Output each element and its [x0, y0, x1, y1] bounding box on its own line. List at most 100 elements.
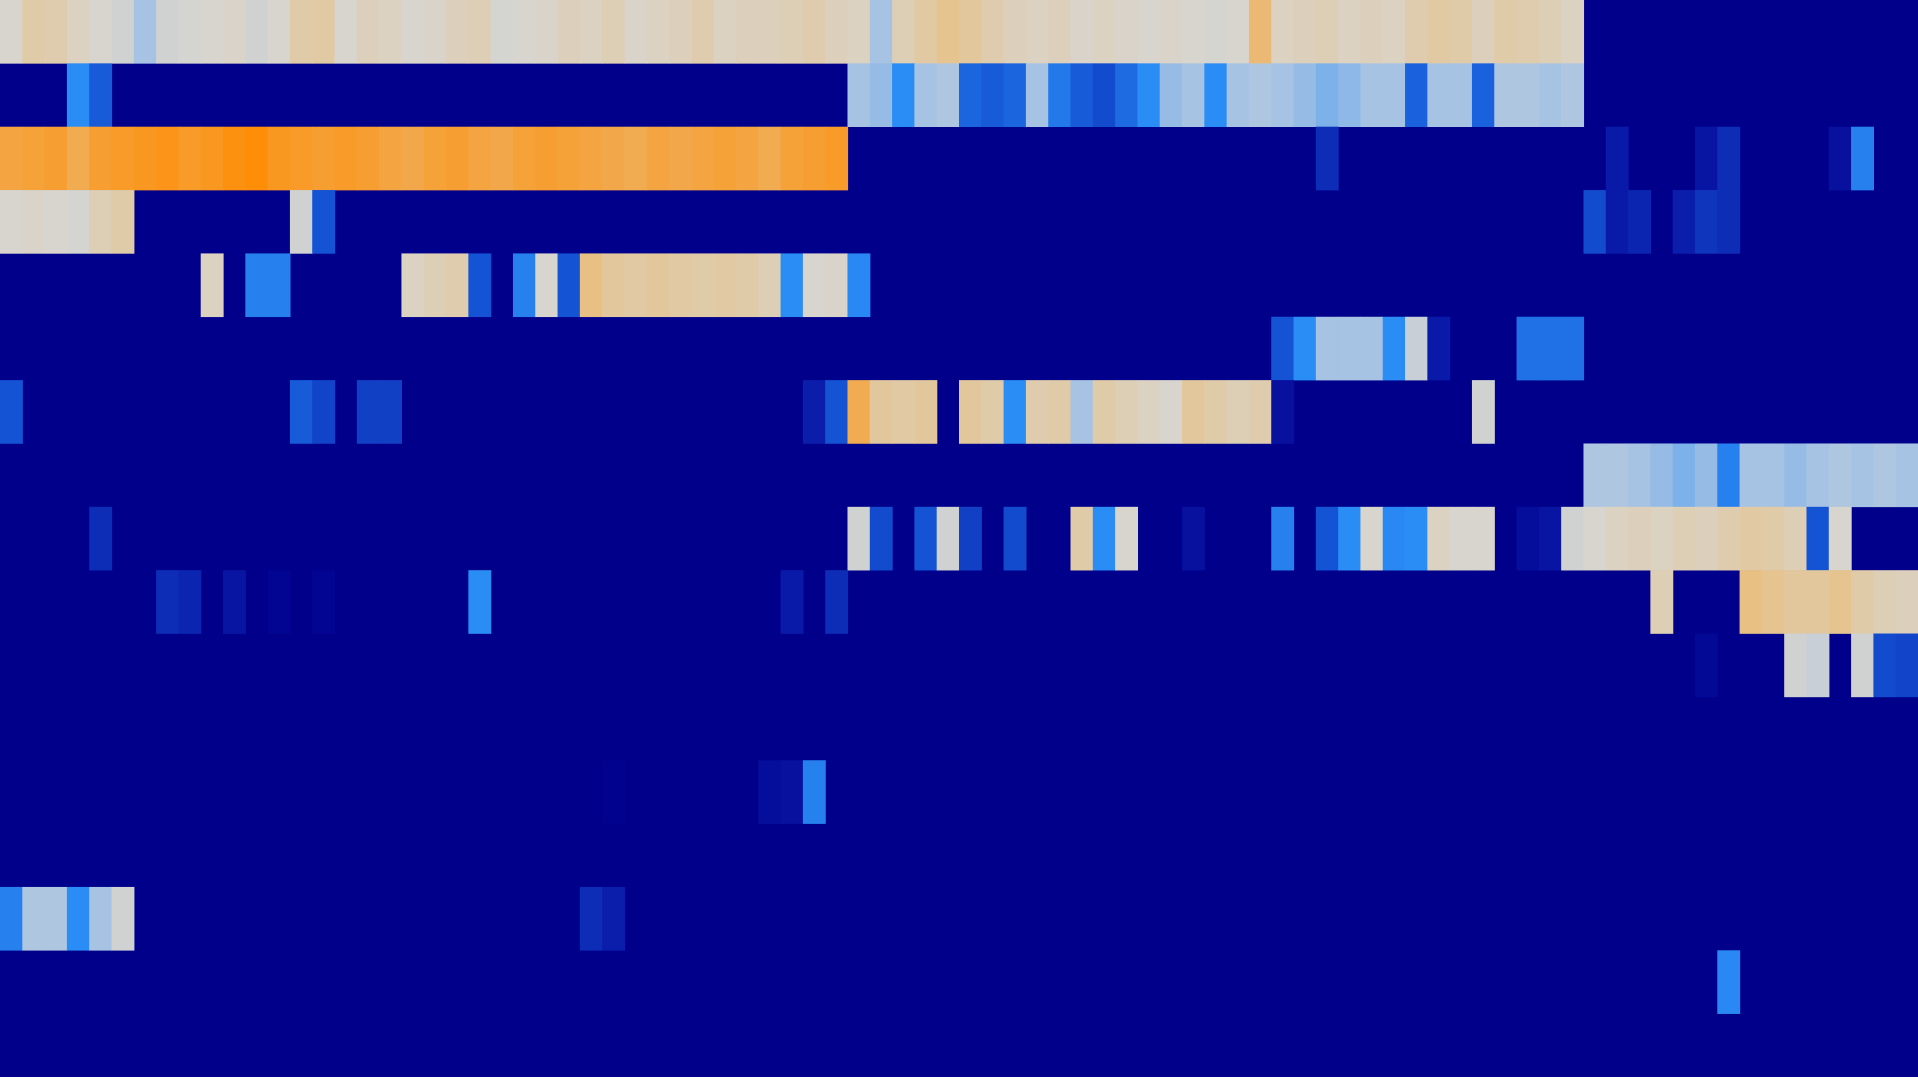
heatmap-cell [869, 380, 893, 444]
heatmap-cell [1025, 380, 1049, 444]
heatmap-cell [1003, 506, 1027, 571]
heatmap-cell [646, 0, 670, 64]
heatmap-cell [22, 886, 46, 951]
heatmap-cell [1561, 316, 1585, 381]
heatmap-cell [1717, 190, 1741, 254]
heatmap-cell [1405, 506, 1428, 571]
heatmap-cell [802, 760, 826, 824]
heatmap-cell [825, 253, 849, 318]
heatmap-cell [267, 570, 291, 634]
heatmap-cell [981, 380, 1005, 444]
heatmap-cell [1650, 506, 1674, 571]
heatmap-cell [1538, 316, 1562, 381]
heatmap-cell [178, 570, 202, 634]
heatmap-cell [1182, 63, 1205, 127]
heatmap-cell [1159, 380, 1183, 444]
heatmap-cell [1070, 63, 1094, 127]
heatmap-cell [1271, 380, 1295, 444]
heatmap-cell [356, 380, 380, 444]
heatmap-cell [691, 0, 715, 64]
heatmap-cell [579, 886, 603, 951]
heatmap-cell [535, 126, 559, 191]
heatmap-cell [0, 886, 23, 951]
heatmap-cell [1382, 506, 1406, 571]
heatmap-cell [1315, 126, 1339, 191]
heatmap-cell [535, 0, 559, 64]
heatmap-cell [646, 126, 670, 191]
heatmap-cell [1895, 443, 1918, 508]
heatmap-cell [535, 253, 559, 318]
heatmap-cell [133, 0, 157, 64]
heatmap-cell [825, 570, 849, 634]
heatmap-cell [1338, 316, 1362, 381]
heatmap-cell [1338, 506, 1362, 571]
heatmap-cell [111, 190, 135, 254]
heatmap-cell [892, 380, 915, 444]
heatmap-cell [245, 253, 269, 318]
heatmap-cell [936, 63, 960, 127]
heatmap-cell [1204, 63, 1228, 127]
heatmap-cell [1003, 63, 1027, 127]
heatmap-cell [379, 380, 403, 444]
heatmap-cell [624, 126, 648, 191]
heatmap-cell [245, 0, 269, 64]
heatmap-cell [1672, 443, 1696, 508]
heatmap-cell [780, 570, 804, 634]
heatmap-cell [22, 126, 46, 191]
heatmap-cell [735, 0, 759, 64]
heatmap-cell [1672, 506, 1696, 571]
heatmap-cell [936, 506, 960, 571]
heatmap-cell [1248, 0, 1272, 64]
heatmap-cell [624, 0, 648, 64]
heatmap-cell [1182, 506, 1205, 571]
heatmap-cell [713, 126, 737, 191]
heatmap-cell [1092, 63, 1116, 127]
heatmap-cell [825, 0, 849, 64]
heatmap-cell [1025, 0, 1049, 64]
heatmap-cell [758, 0, 782, 64]
heatmap-cell [1137, 0, 1161, 64]
heatmap-cell [1761, 443, 1785, 508]
heatmap-cell [423, 126, 447, 191]
heatmap-cell [1315, 316, 1339, 381]
heatmap-cell [1137, 63, 1161, 127]
heatmap-cell [1538, 0, 1562, 64]
heatmap-cell [780, 0, 804, 64]
heatmap-cell [1739, 506, 1763, 571]
heatmap-cell [66, 63, 90, 127]
heatmap-cell [446, 253, 469, 318]
heatmap-cell [1628, 443, 1651, 508]
heatmap-cell [200, 0, 224, 64]
heatmap-cell [1427, 0, 1451, 64]
heatmap-cell [1828, 506, 1852, 571]
heatmap-cell [468, 126, 492, 191]
heatmap-cell [869, 0, 893, 64]
heatmap-cell [1003, 0, 1027, 64]
heatmap-cell [557, 0, 581, 64]
heatmap-cell [1427, 506, 1451, 571]
heatmap-cell [468, 570, 492, 634]
heatmap-cell [1248, 63, 1272, 127]
heatmap-cell [44, 0, 68, 64]
heatmap-cell [490, 0, 514, 64]
heatmap-cell [1271, 506, 1295, 571]
heatmap-cell [1561, 0, 1585, 64]
heatmap-cell [1315, 506, 1339, 571]
heatmap-cell [1315, 63, 1339, 127]
heatmap-cell [1204, 380, 1228, 444]
heatmap-cell [1694, 506, 1718, 571]
heatmap-cell [959, 0, 982, 64]
heatmap-cell [1271, 316, 1295, 381]
heatmap-cell [1784, 506, 1808, 571]
heatmap-cell [602, 253, 626, 318]
heatmap-cell [512, 0, 536, 64]
heatmap-cell [981, 63, 1005, 127]
heatmap-cell [602, 886, 626, 951]
heatmap-cell [1806, 506, 1830, 571]
heatmap-cell [1895, 633, 1918, 698]
heatmap-cell [1382, 63, 1406, 127]
heatmap-cell [1115, 63, 1139, 127]
heatmap-cell [1739, 570, 1763, 634]
heatmap-cell [1761, 506, 1785, 571]
heatmap-cell [356, 0, 380, 64]
